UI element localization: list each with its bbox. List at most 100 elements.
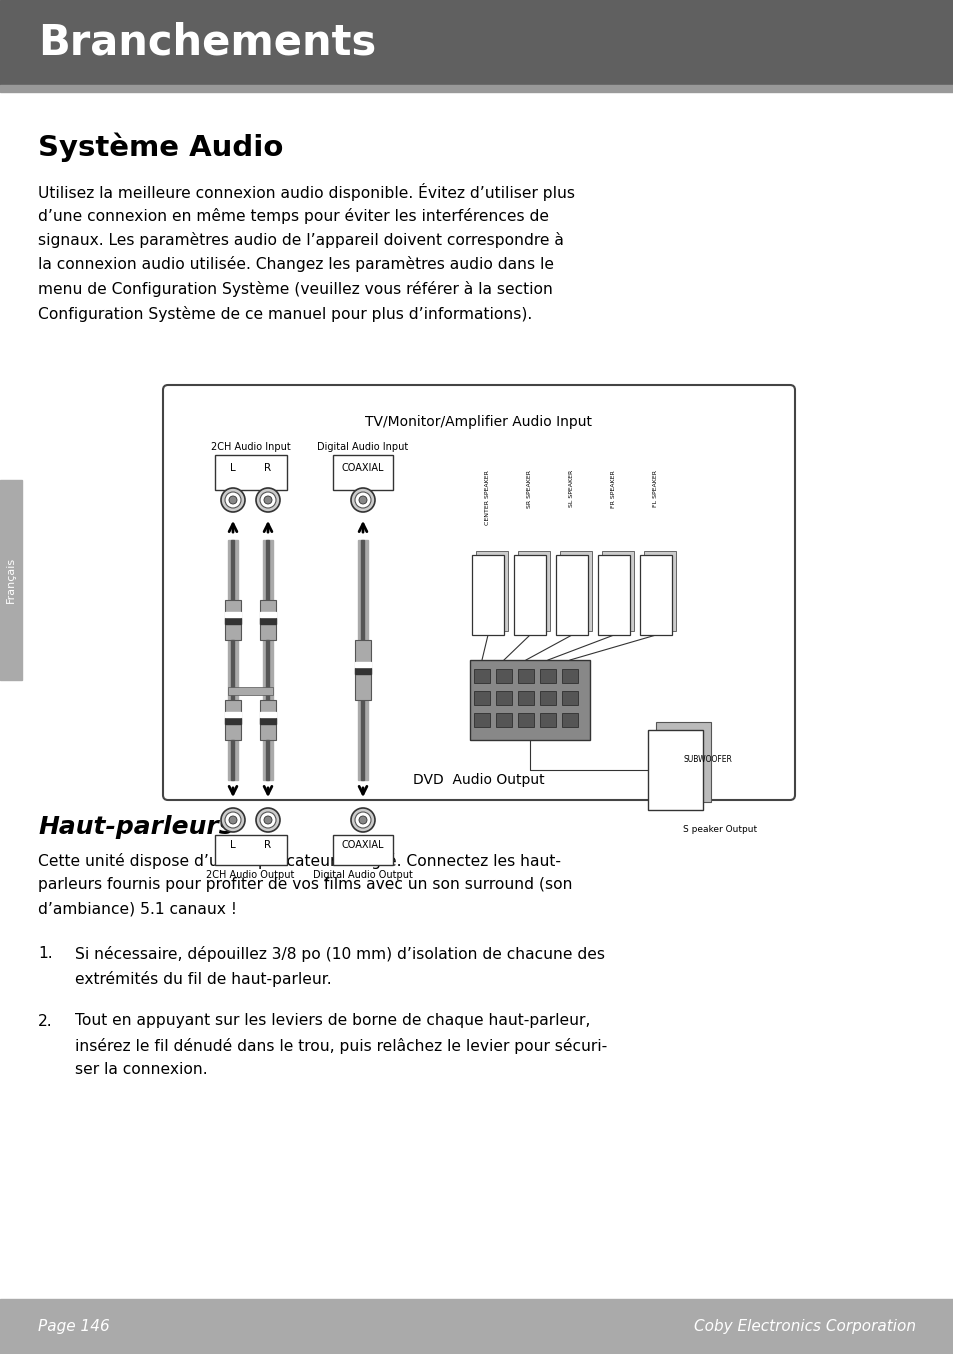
Text: Digital Audio Input: Digital Audio Input bbox=[317, 441, 408, 452]
FancyBboxPatch shape bbox=[163, 385, 794, 800]
Circle shape bbox=[264, 816, 272, 825]
Bar bbox=[561, 691, 578, 705]
Circle shape bbox=[255, 808, 280, 831]
Text: menu de Configuration Système (veuillez vous référer à la section: menu de Configuration Système (veuillez … bbox=[38, 282, 553, 297]
Bar bbox=[225, 612, 241, 617]
Text: 2CH Audio Output: 2CH Audio Output bbox=[206, 871, 294, 880]
Bar bbox=[355, 662, 371, 668]
Text: Si nécessaire, dépouillez 3/8 po (10 mm) d’isolation de chacune des: Si nécessaire, dépouillez 3/8 po (10 mm)… bbox=[75, 946, 604, 963]
Circle shape bbox=[225, 812, 241, 829]
Bar bbox=[225, 600, 241, 640]
Text: DVD  Audio Output: DVD Audio Output bbox=[413, 773, 544, 787]
Bar bbox=[601, 551, 634, 631]
Text: la connexion audio utilisée. Changez les paramètres audio dans le: la connexion audio utilisée. Changez les… bbox=[38, 256, 554, 272]
Text: Digital Audio Output: Digital Audio Output bbox=[313, 871, 413, 880]
Text: SUBWOOFER: SUBWOOFER bbox=[682, 756, 732, 765]
Circle shape bbox=[260, 812, 275, 829]
Bar bbox=[225, 617, 241, 624]
Text: Coby Electronics Corporation: Coby Electronics Corporation bbox=[693, 1319, 915, 1334]
Text: R: R bbox=[264, 839, 272, 850]
Text: parleurs fournis pour profiter de vos films avec un son surround (son: parleurs fournis pour profiter de vos fi… bbox=[38, 877, 572, 892]
Bar bbox=[643, 551, 676, 631]
Bar bbox=[470, 659, 589, 741]
Text: COAXIAL: COAXIAL bbox=[341, 463, 384, 473]
Circle shape bbox=[355, 812, 371, 829]
Bar bbox=[266, 741, 269, 780]
Bar bbox=[225, 718, 241, 724]
Bar bbox=[260, 700, 275, 741]
Bar bbox=[0, 481, 22, 680]
Text: COAXIAL: COAXIAL bbox=[341, 839, 384, 850]
Bar bbox=[355, 668, 371, 674]
Bar bbox=[232, 540, 234, 600]
Bar bbox=[496, 691, 512, 705]
Bar bbox=[225, 700, 241, 741]
Bar bbox=[0, 1298, 953, 1354]
Circle shape bbox=[255, 487, 280, 512]
Text: S peaker Output: S peaker Output bbox=[682, 825, 757, 834]
Bar bbox=[214, 835, 287, 865]
Circle shape bbox=[351, 808, 375, 831]
Text: Configuration Système de ce manuel pour plus d’informations).: Configuration Système de ce manuel pour … bbox=[38, 306, 532, 321]
Bar bbox=[517, 714, 534, 727]
Circle shape bbox=[221, 808, 245, 831]
Bar bbox=[260, 718, 275, 724]
Bar bbox=[228, 540, 237, 600]
Text: Système Audio: Système Audio bbox=[38, 133, 283, 162]
Bar bbox=[225, 712, 241, 718]
Bar bbox=[496, 714, 512, 727]
Text: insérez le fil dénudé dans le trou, puis relâchez le levier pour sécuri-: insérez le fil dénudé dans le trou, puis… bbox=[75, 1039, 607, 1053]
Bar bbox=[598, 555, 629, 635]
Bar bbox=[333, 835, 393, 865]
Bar bbox=[228, 741, 237, 780]
Bar bbox=[517, 691, 534, 705]
Text: Branchements: Branchements bbox=[38, 22, 375, 64]
Text: extrémités du fil de haut-parleur.: extrémités du fil de haut-parleur. bbox=[75, 971, 332, 987]
Bar bbox=[472, 555, 503, 635]
Text: TV/Monitor/Amplifier Audio Input: TV/Monitor/Amplifier Audio Input bbox=[365, 414, 592, 429]
Text: ser la connexion.: ser la connexion. bbox=[75, 1063, 208, 1078]
Bar bbox=[474, 691, 490, 705]
Text: Tout en appuyant sur les leviers de borne de chaque haut-parleur,: Tout en appuyant sur les leviers de born… bbox=[75, 1014, 590, 1029]
Bar bbox=[476, 551, 507, 631]
Bar bbox=[0, 0, 953, 85]
Bar bbox=[656, 722, 710, 802]
Text: Page 146: Page 146 bbox=[38, 1319, 110, 1334]
Text: L: L bbox=[230, 463, 235, 473]
Bar bbox=[474, 669, 490, 682]
Bar bbox=[260, 612, 275, 617]
Circle shape bbox=[358, 496, 367, 504]
Bar bbox=[474, 714, 490, 727]
Text: 1.: 1. bbox=[38, 946, 52, 961]
Bar bbox=[639, 555, 671, 635]
Bar bbox=[561, 714, 578, 727]
Bar bbox=[263, 741, 273, 780]
Text: L: L bbox=[230, 839, 235, 850]
Bar bbox=[539, 691, 556, 705]
Circle shape bbox=[358, 816, 367, 825]
Bar bbox=[496, 669, 512, 682]
Bar bbox=[333, 455, 393, 490]
Text: SL SPEAKER: SL SPEAKER bbox=[569, 470, 574, 508]
Bar bbox=[357, 540, 368, 780]
Circle shape bbox=[351, 487, 375, 512]
Text: Haut-parleurs: Haut-parleurs bbox=[38, 815, 233, 839]
Bar bbox=[232, 741, 234, 780]
Text: 2.: 2. bbox=[38, 1014, 52, 1029]
Text: Français: Français bbox=[6, 556, 16, 603]
Bar bbox=[539, 714, 556, 727]
Bar bbox=[266, 640, 269, 700]
Bar bbox=[263, 540, 273, 600]
Circle shape bbox=[264, 496, 272, 504]
Circle shape bbox=[260, 492, 275, 508]
Circle shape bbox=[229, 496, 236, 504]
Text: SR SPEAKER: SR SPEAKER bbox=[527, 470, 532, 508]
Bar bbox=[517, 551, 550, 631]
Text: Cette unité dispose d’un amplificateur intégré. Connectez les haut-: Cette unité dispose d’un amplificateur i… bbox=[38, 853, 560, 869]
Text: d’ambiance) 5.1 canaux !: d’ambiance) 5.1 canaux ! bbox=[38, 902, 236, 917]
Bar bbox=[232, 640, 234, 700]
Text: FL SPEAKER: FL SPEAKER bbox=[653, 470, 658, 506]
Bar bbox=[647, 730, 702, 810]
Text: Utilisez la meilleure connexion audio disponible. Évitez d’utiliser plus: Utilisez la meilleure connexion audio di… bbox=[38, 183, 575, 200]
Bar bbox=[517, 669, 534, 682]
